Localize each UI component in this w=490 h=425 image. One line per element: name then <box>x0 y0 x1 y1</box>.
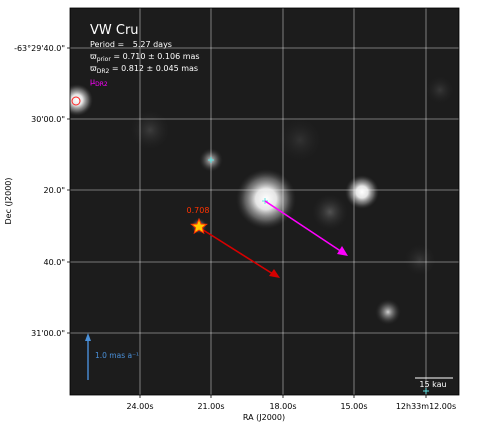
x-tick-label: 15.00s <box>340 402 367 411</box>
x-tick-label: 18.00s <box>269 402 296 411</box>
mu-dr2-label: μDR2 <box>90 77 108 88</box>
cyan-cross-marker <box>423 388 429 394</box>
scalebar-label: 15 kau <box>419 380 446 389</box>
y-tick-label: 40.0" <box>44 258 66 267</box>
parallax-dr2-sub: DR2 <box>97 68 110 75</box>
x-tick-label: 21.00s <box>197 402 224 411</box>
x-axis-label: RA (J2000) <box>243 413 285 422</box>
star-upper-left <box>70 84 93 116</box>
cyan-cross-marker <box>208 157 214 163</box>
star-bright-center <box>236 169 296 229</box>
x-tick-label: 24.00s <box>126 402 153 411</box>
parallax-prior-value: = 0.710 ± 0.106 mas <box>111 52 200 61</box>
period-line: Period = 5.27 days <box>90 40 172 49</box>
parallax-dr2-value: = 0.812 ± 0.045 mas <box>109 64 198 73</box>
axes-frame <box>69 7 460 396</box>
x-tick-labels: 24.00s 21.00s 18.00s 15.00s 12h33m12.00s <box>126 402 456 411</box>
y-tick-label: -63°29'40.0" <box>14 44 65 53</box>
parallax-dr2-line: ϖDR2 = 0.812 ± 0.045 mas <box>90 64 198 75</box>
star-right <box>345 175 379 209</box>
parallax-prior-sub: prior <box>97 56 112 63</box>
red-circle-marker <box>71 96 81 106</box>
target-star-marker <box>190 217 208 235</box>
mu-symbol: μ <box>90 77 95 86</box>
parallax-symbol: ϖ <box>90 52 97 61</box>
scale-arrow <box>85 333 91 380</box>
y-axis-label: Dec (J2000) <box>4 178 13 225</box>
period-prefix: Period = <box>90 40 127 49</box>
y-tick-label: 20.0" <box>44 186 66 195</box>
chart-title: VW Cru <box>90 23 139 38</box>
grid <box>70 8 459 395</box>
parallax-symbol: ϖ <box>90 64 97 73</box>
mu-sub: DR2 <box>95 81 108 88</box>
dr2-motion-arrow <box>264 200 348 256</box>
scale-arrow-label: 1.0 mas a⁻¹ <box>95 351 139 360</box>
y-tick-label: 30'00.0" <box>31 115 65 124</box>
period-value: 5.27 days <box>133 40 172 49</box>
target-marker-label: 0.708 <box>187 206 210 215</box>
star-lower-right <box>375 299 401 325</box>
parallax-prior-line: ϖprior = 0.710 ± 0.106 mas <box>90 52 200 63</box>
target-motion-arrow <box>199 227 280 278</box>
y-tick-label: 31'00.0" <box>31 329 65 338</box>
x-tick-label: 12h33m12.00s <box>396 402 456 411</box>
tick-marks <box>67 47 427 398</box>
y-tick-labels: -63°29'40.0" 30'00.0" 20.0" 40.0" 31'00.… <box>14 44 65 338</box>
